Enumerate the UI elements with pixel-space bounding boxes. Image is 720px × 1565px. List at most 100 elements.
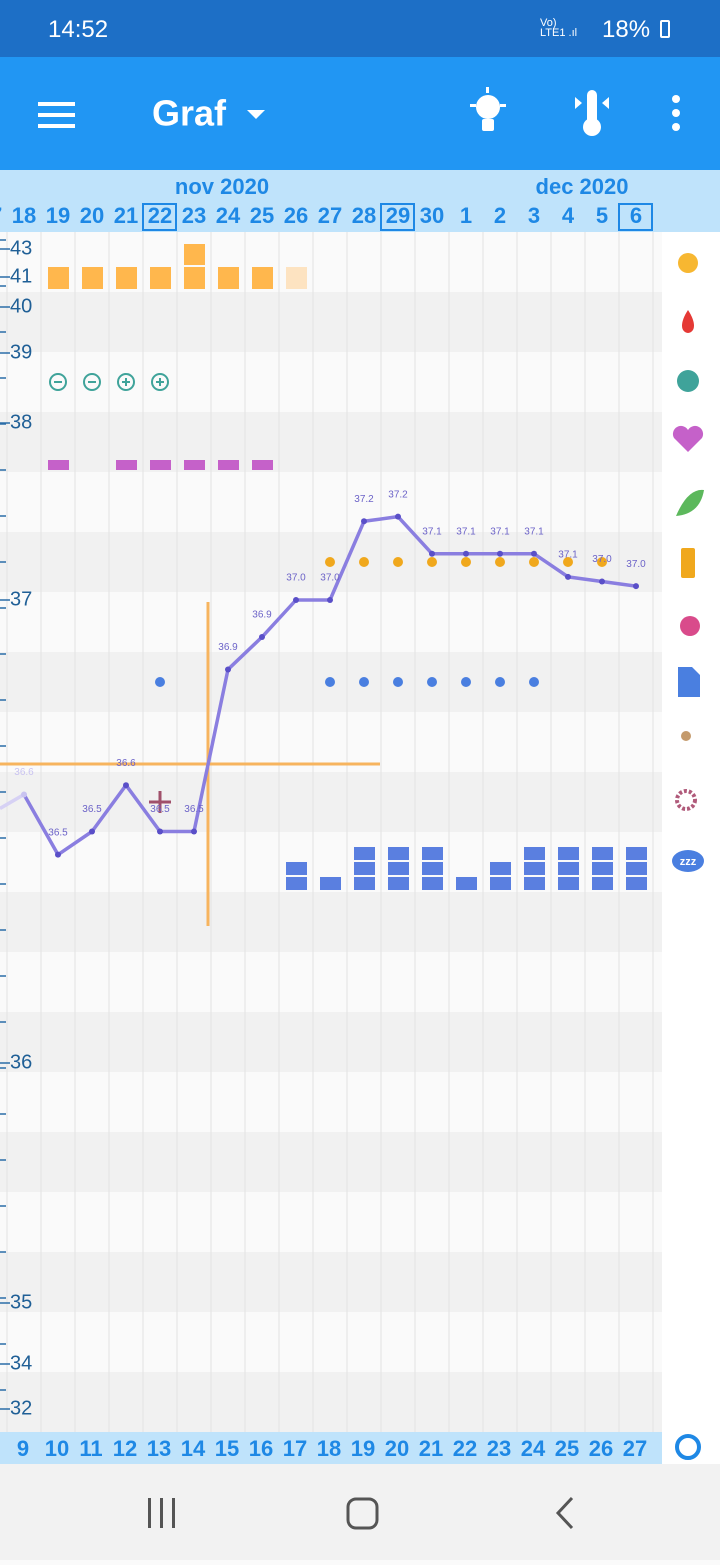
temperature-point <box>157 828 163 835</box>
date-label: 30 <box>420 203 444 228</box>
menu-button[interactable] <box>38 102 75 128</box>
y-label: 43 <box>10 237 32 259</box>
cycle-day-label: 21 <box>419 1436 443 1461</box>
cycle-day-label: 27 <box>623 1436 647 1461</box>
y-label: 38 <box>10 411 32 433</box>
cycle-day-label: 11 <box>79 1436 102 1461</box>
sleep-mark <box>626 847 647 860</box>
temperature-chart: 36.6 36.5 36.5 36.6 36.5 36.5 36.9 36.9 37.0 37.0… <box>0 489 646 858</box>
date-label: 3 <box>528 203 540 228</box>
sleep-mark <box>422 862 443 875</box>
sleep-mark <box>388 877 409 890</box>
leaf-icon[interactable] <box>676 489 704 516</box>
flower-icon[interactable] <box>678 253 698 273</box>
y-label: 36 <box>10 1051 32 1073</box>
pill-mark <box>393 557 403 567</box>
flower-mark <box>48 267 69 289</box>
pill-mark <box>359 557 369 567</box>
temperature-label: 36.6 <box>116 758 136 769</box>
temperature-label: 37.0 <box>626 559 646 570</box>
y-label: 40 <box>10 295 32 317</box>
date-label: 25 <box>250 203 274 228</box>
temperature-point <box>361 518 367 525</box>
sleep-mark <box>490 877 511 890</box>
date-label: 28 <box>352 203 376 228</box>
temperature-label: 36.9 <box>218 642 238 653</box>
back-button[interactable] <box>555 1496 574 1530</box>
pill-mark <box>325 557 335 567</box>
screen-title[interactable]: Graf <box>152 93 227 134</box>
recents-button[interactable] <box>148 1498 175 1528</box>
sync-icon[interactable] <box>675 1434 701 1460</box>
cycle-day-bar <box>0 1432 664 1464</box>
temperature-label: 36.5 <box>184 804 204 815</box>
note-icon[interactable] <box>678 667 700 697</box>
sleep-mark <box>592 862 613 875</box>
temperature-point <box>293 597 299 603</box>
temperature-point <box>191 828 197 835</box>
sleep-icon[interactable] <box>672 850 704 872</box>
temperature-label: 37.1 <box>558 549 578 560</box>
temperature-point <box>599 578 605 585</box>
note-mark <box>393 677 403 687</box>
sleep-mark <box>524 877 545 890</box>
flower-mark <box>82 267 103 289</box>
pregnancy-icon[interactable] <box>681 731 691 741</box>
sleep-icon-text: zzz <box>680 856 697 868</box>
cycle-day-label: 9 <box>17 1436 29 1461</box>
cycle-day-label: 25 <box>555 1436 579 1461</box>
note-mark <box>461 677 471 687</box>
date-highlight <box>142 203 177 231</box>
pain-icon[interactable] <box>680 616 700 636</box>
side-icons[interactable]: zzz <box>672 253 704 1460</box>
sleep-mark <box>320 877 341 890</box>
temperature-label: 37.0 <box>286 573 306 584</box>
y-label: 41 <box>10 265 32 287</box>
date-label: 29 <box>386 203 410 228</box>
tips-button[interactable] <box>470 87 506 131</box>
temperature-point <box>633 583 639 590</box>
temperature-label: 37.1 <box>524 526 544 537</box>
sleep-mark <box>286 877 307 890</box>
sleep-mark <box>626 877 647 890</box>
cycle-day-label: 19 <box>351 1436 375 1461</box>
icon-column <box>662 232 720 1464</box>
heart-icon[interactable] <box>672 425 704 452</box>
temperature-label: 37.2 <box>388 489 408 500</box>
temperature-label: 37.1 <box>490 526 510 537</box>
pill-mark <box>597 557 607 567</box>
temperature-point <box>429 550 435 557</box>
heart-mark <box>218 460 239 470</box>
sleep-mark <box>388 847 409 860</box>
nav-icons <box>148 1496 574 1530</box>
cervix-icon[interactable] <box>675 789 697 811</box>
cycle-day-label: 17 <box>283 1436 307 1461</box>
cycle-day-label: 10 <box>45 1436 69 1461</box>
date-label: 24 <box>216 203 241 228</box>
battery-icon <box>660 20 670 38</box>
temperature-point <box>395 513 401 520</box>
more-button[interactable] <box>672 95 680 131</box>
temperature-point <box>327 597 333 603</box>
pill-icon[interactable] <box>681 548 695 578</box>
status-bar: 14:52 Vo) LTE1 .ıl 18% <box>0 0 720 57</box>
sleep-mark <box>592 847 613 860</box>
temperature-point <box>89 828 95 835</box>
date-highlight <box>380 203 415 231</box>
home-button[interactable] <box>346 1497 379 1530</box>
toolbar-icons: Graf <box>38 87 680 136</box>
date-label: 18 <box>12 203 36 228</box>
mucus-icon[interactable] <box>677 370 699 392</box>
thermometer-button[interactable] <box>575 90 609 136</box>
blood-icon[interactable] <box>682 310 694 333</box>
row-stripe <box>0 1372 662 1432</box>
date-label: 1 <box>460 203 472 228</box>
dropdown-arrow[interactable] <box>247 110 265 119</box>
temperature-label: 37.0 <box>320 573 340 584</box>
date-label: 21 <box>114 203 138 228</box>
battery-level: 18% <box>602 16 651 43</box>
sleep-mark <box>524 862 545 875</box>
flower-mark <box>218 267 239 289</box>
date-label: 4 <box>562 203 575 228</box>
date-label: 22 <box>148 203 172 228</box>
